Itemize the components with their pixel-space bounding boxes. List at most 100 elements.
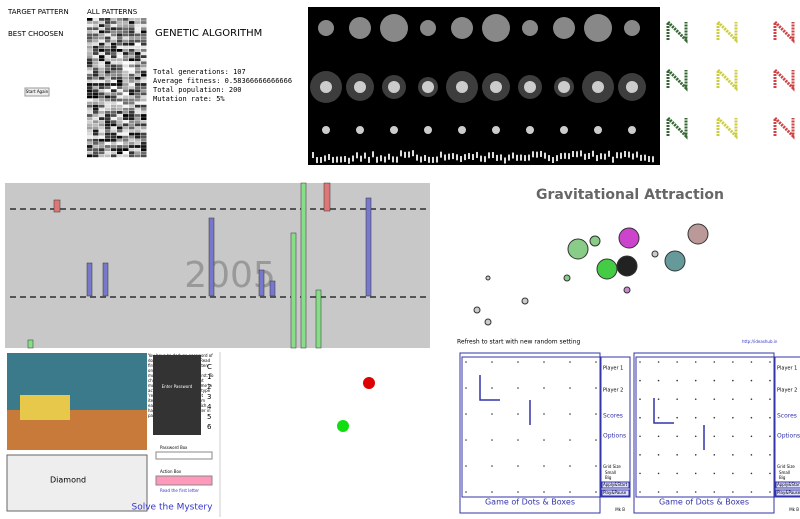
pattern-cell (129, 33, 135, 37)
pattern-cell (129, 142, 135, 145)
play-button[interactable] (601, 489, 630, 497)
pattern-cell (99, 42, 105, 46)
start-button-label[interactable]: Start Again (26, 89, 49, 94)
pattern-cell (87, 18, 93, 21)
pattern-cell (87, 145, 93, 148)
play-label[interactable]: Play&Pause (777, 490, 800, 495)
green-ball (337, 420, 349, 432)
dot (491, 361, 493, 363)
pattern-cell (99, 33, 105, 37)
dot (713, 472, 716, 475)
label: Big (779, 475, 786, 480)
pattern-cell (105, 45, 111, 49)
pattern-cell (87, 39, 93, 43)
pattern-cell (141, 114, 147, 117)
dot (732, 361, 734, 363)
dot-bar (516, 154, 518, 161)
pattern-cell (87, 101, 93, 105)
tick-dash (250, 296, 256, 298)
action-button[interactable]: Read the first letter (160, 488, 199, 493)
tick-dash (60, 296, 66, 298)
password-box[interactable] (155, 451, 213, 460)
dot-bar (500, 154, 502, 161)
tick-dash (360, 208, 366, 210)
pattern-cell (141, 151, 147, 155)
apply-button[interactable] (775, 481, 800, 489)
pattern-cell (135, 138, 141, 142)
apply-label[interactable]: Apply&Start (603, 482, 628, 487)
pattern-cell (87, 126, 93, 130)
apply-label[interactable]: Apply&Start (777, 482, 800, 487)
pattern-cell (123, 126, 129, 130)
play-label[interactable]: Play&Pause (603, 490, 627, 495)
pattern-cell (135, 104, 141, 108)
pattern-cell (99, 52, 105, 55)
dot-bar (312, 152, 314, 159)
pattern-cell (141, 117, 147, 120)
dot (676, 361, 678, 363)
pattern-cell (129, 95, 135, 99)
apply-button[interactable] (601, 481, 630, 489)
pattern-cell (117, 61, 123, 65)
pattern-cell (93, 138, 99, 142)
dot (569, 413, 571, 415)
pattern-cell (141, 70, 147, 74)
pattern-cell (105, 154, 111, 158)
pattern-cell (123, 83, 129, 86)
gravity-link[interactable]: http://ideashub.in (742, 339, 778, 344)
pattern-cell (93, 76, 99, 80)
pattern-cell (105, 104, 111, 108)
dot-bar (508, 154, 510, 161)
dot (491, 465, 493, 467)
pattern-cell (87, 58, 93, 62)
pattern-cell (99, 101, 105, 105)
pattern-cell (141, 148, 147, 151)
pattern-cell (87, 42, 93, 46)
pattern-cell (105, 111, 111, 114)
dot (732, 398, 734, 400)
pattern-cell (141, 95, 147, 99)
pattern-cell (87, 129, 93, 133)
dot (732, 454, 734, 456)
pattern-cell (135, 92, 141, 96)
body (623, 286, 631, 294)
action-box[interactable] (155, 475, 213, 486)
pattern-cell (93, 142, 99, 145)
pattern-cell (99, 36, 105, 40)
pattern-cell (123, 145, 129, 148)
gravity-hint: Refresh to start with new random setting (457, 339, 580, 346)
book-image (6, 454, 148, 512)
pattern-cell (105, 86, 111, 89)
pattern-cell (141, 21, 147, 24)
tick-dash (70, 208, 76, 210)
circle (628, 126, 636, 134)
pattern-cell (99, 126, 105, 130)
bar (300, 182, 307, 349)
pattern-cell (105, 117, 111, 120)
body (596, 258, 618, 280)
pattern-cell (117, 145, 123, 148)
dot-bar (428, 156, 430, 163)
pattern-cell (93, 33, 99, 37)
pattern-cell (135, 36, 141, 40)
pattern-cell (123, 129, 129, 133)
dot (694, 491, 697, 493)
pattern-cell (117, 142, 123, 145)
tick-dash (70, 296, 76, 298)
dot (639, 361, 641, 363)
play-button[interactable] (775, 489, 800, 497)
dot (694, 416, 697, 419)
pattern-cell (123, 36, 129, 40)
tick-dash (410, 296, 416, 298)
label: Player 1 (777, 366, 797, 372)
dot (657, 435, 660, 438)
pattern-cell (99, 58, 105, 62)
pattern-cell (111, 151, 117, 155)
options-heading: Options (777, 433, 800, 440)
pattern-cell (111, 126, 117, 130)
pattern-cell (123, 49, 129, 52)
start-button[interactable] (24, 87, 50, 97)
pattern-cell (129, 27, 135, 31)
letter-n (716, 114, 738, 140)
dot (491, 439, 493, 441)
